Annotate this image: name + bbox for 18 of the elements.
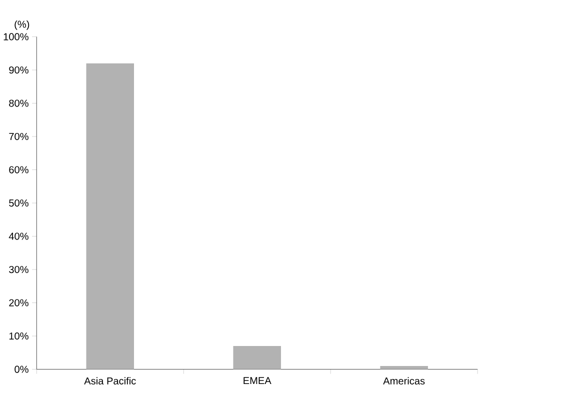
x-tick-label: Americas [383,377,425,385]
y-tick-label: 0% [14,366,28,374]
y-tick-label: 40% [8,232,28,240]
y-tick-label: 100% [4,33,28,41]
y-tick-label: 10% [9,332,28,340]
y-tick-label: 20% [9,299,28,307]
y-tick-label: 60% [9,166,28,174]
y-tick-label: 30% [9,266,28,274]
y-tick-label: 50% [9,200,28,207]
y-tick-label: 70% [9,133,28,140]
x-tick-label: Asia Pacific [84,377,136,385]
y-tick-label: 80% [9,100,28,108]
y-tick-label: 90% [9,66,28,74]
bar [86,64,134,370]
bar [380,366,428,370]
bar [233,346,281,370]
y-axis-title: (%) [14,20,30,30]
x-tick-label: EMEA [244,377,272,384]
